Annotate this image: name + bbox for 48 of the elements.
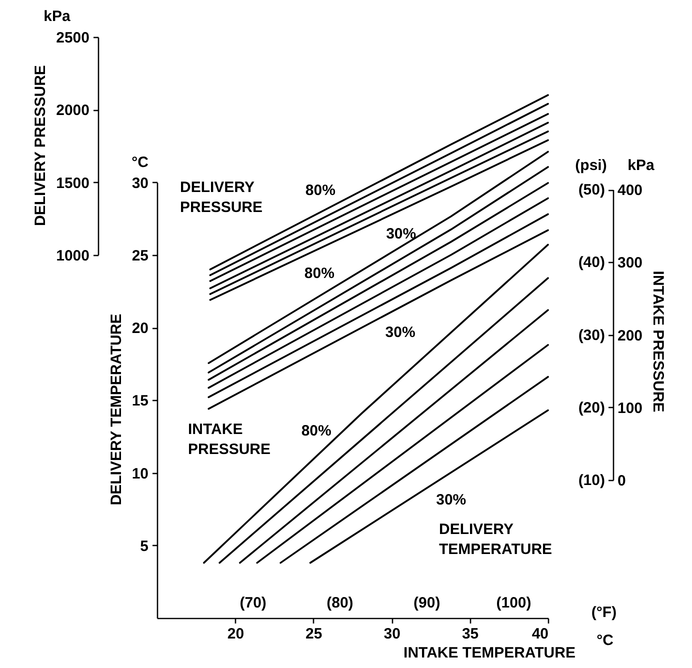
x2-tick-label: (100) <box>496 594 532 612</box>
text: kPa <box>44 8 71 25</box>
annotation: DELIVERY PRESSURE <box>180 179 263 216</box>
y2-axis-title: INTAKE PRESSURE <box>650 270 667 412</box>
y2-tick-label: 100 <box>618 400 643 417</box>
series-label: 30% <box>386 225 416 242</box>
y-tick-label: 15 <box>132 392 148 410</box>
y2-tick-label: 400 <box>618 182 643 200</box>
series-label: 80% <box>305 182 336 200</box>
y-tick-label: 20 <box>132 320 148 337</box>
y2-tick-label: 200 <box>618 327 643 344</box>
annotation: DELIVERY TEMPERATURE <box>439 521 552 558</box>
series-label: 80% <box>304 265 334 282</box>
series-label: 30% <box>436 492 466 509</box>
text: (psi) <box>575 157 607 174</box>
y-tick-label: 10 <box>132 465 148 482</box>
y-axis-title: DELIVERY TEMPERATURE <box>108 314 125 506</box>
y3-tick-label: 1000 <box>56 247 90 264</box>
y3-tick-label: 2500 <box>56 30 90 46</box>
x-axis-title: INTAKE TEMPERATURE <box>404 644 576 662</box>
x-tick-label: 35 <box>462 626 479 642</box>
y2-tick-label: 0 <box>618 472 626 490</box>
y-tick-label: 5 <box>140 538 148 555</box>
text: (10) <box>578 472 605 490</box>
text: kPa <box>628 157 655 174</box>
text: (°F) <box>591 604 617 621</box>
y3-tick-label: 2000 <box>56 102 90 120</box>
text: (40) <box>578 254 605 272</box>
x-tick-label: 25 <box>306 626 322 642</box>
series-label: 30% <box>385 324 416 341</box>
x-tick-label: 20 <box>227 626 244 642</box>
y3-axis-title: DELIVERY PRESSURE <box>32 65 50 226</box>
annotation: INTAKE PRESSURE <box>188 421 271 458</box>
x2-tick-label: (70) <box>240 594 266 612</box>
text: °C <box>596 632 614 649</box>
x2-tick-label: (80) <box>326 594 354 612</box>
text: °C <box>132 154 149 171</box>
x2-tick-label: (90) <box>414 594 440 612</box>
y2-tick-label: 300 <box>618 254 643 272</box>
series-label: 80% <box>301 422 332 440</box>
y-tick-label: 25 <box>132 247 148 264</box>
x-tick-label: 30 <box>384 626 400 642</box>
y-tick-label: 30 <box>132 174 148 192</box>
text: (50) <box>578 182 605 199</box>
x-tick-label: 40 <box>532 626 548 642</box>
text: (20) <box>578 399 605 416</box>
y3-tick-label: 1500 <box>56 174 90 192</box>
text: (30) <box>578 326 605 344</box>
